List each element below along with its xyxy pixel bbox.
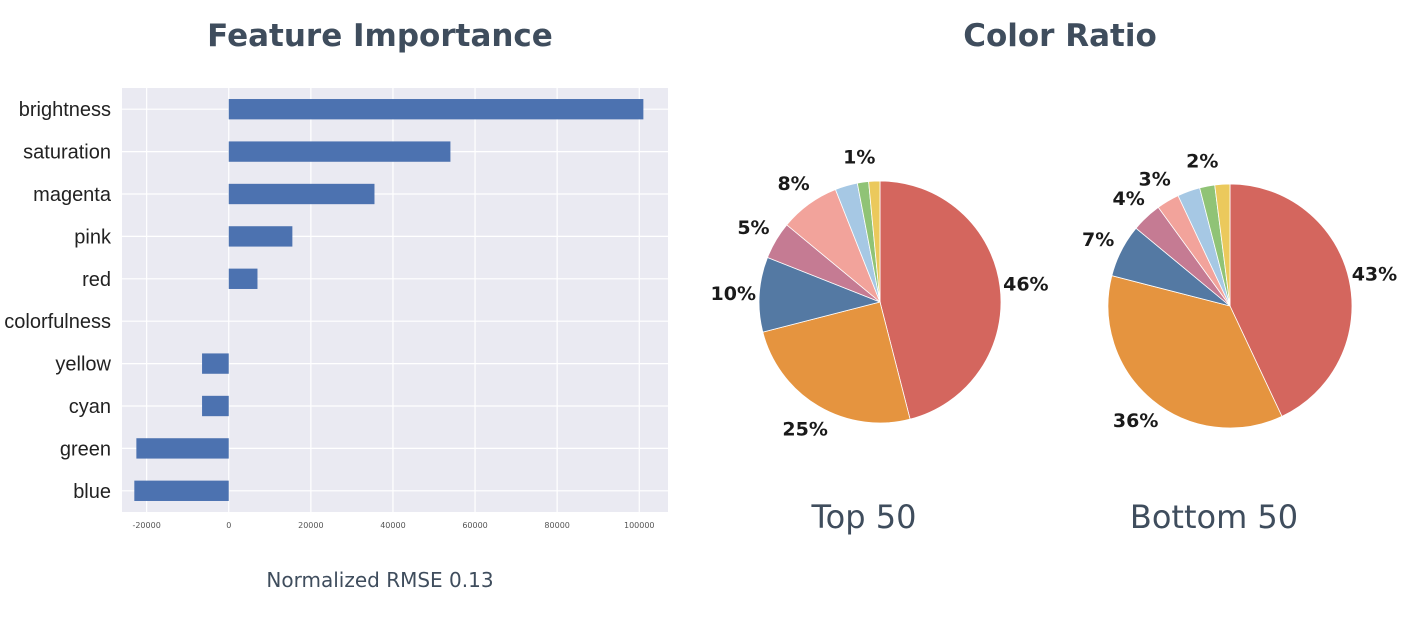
category-label-blue: blue xyxy=(73,481,111,503)
category-label-green: green xyxy=(60,438,111,460)
bar-red xyxy=(228,268,258,289)
bar-green xyxy=(136,438,229,459)
x-tick-label: -20000 xyxy=(132,521,160,530)
bottom-50-slice-8 xyxy=(1214,183,1231,307)
bar-magenta xyxy=(228,183,375,205)
bar-brightness xyxy=(228,99,644,120)
category-label-brightness: brightness xyxy=(19,99,111,121)
color-ratio-title: Color Ratio xyxy=(963,18,1157,54)
x-tick-label: 40000 xyxy=(380,521,405,530)
category-label-pink: pink xyxy=(74,226,112,248)
color-ratio-pies: 46% 25% 10% 5% 8% 1% 43% 36% 7% 4%3% 2% xyxy=(711,146,1398,440)
top-50-slice-label-4: 5% xyxy=(737,217,769,239)
bottom-50-slice-2 xyxy=(1107,275,1283,429)
category-label-colorfulness: colorfulness xyxy=(4,311,111,333)
top-50-caption: Top 50 xyxy=(811,498,917,536)
bar-cyan xyxy=(202,395,229,417)
x-tick-label: 100000 xyxy=(624,521,655,530)
bottom-50-caption: Bottom 50 xyxy=(1129,498,1299,536)
bottom-50-slice-1 xyxy=(1229,183,1353,417)
top-50-slice-8 xyxy=(868,180,881,303)
top-50-slice-2 xyxy=(762,301,911,424)
category-label-cyan: cyan xyxy=(69,396,111,418)
category-label-magenta: magenta xyxy=(33,184,112,206)
bottom-50-slice-label-7: 2% xyxy=(1186,151,1218,173)
bottom-50-slice-label-4: 4% xyxy=(1113,188,1145,210)
top-50-slice-1 xyxy=(879,180,1002,420)
bar-yellow xyxy=(202,353,229,374)
category-label-red: red xyxy=(82,269,111,291)
pie-bottom-50: 43% 36% 7% 4%3% 2% xyxy=(1082,151,1397,432)
category-label-yellow: yellow xyxy=(55,354,111,376)
top-50-slice-label-1: 46% xyxy=(1003,274,1048,296)
bar-blue xyxy=(134,480,229,501)
top-50-slice-label-5: 8% xyxy=(777,173,809,195)
feature-importance-bar-chart: -20000 0 20000 40000 60000 80000 100000 brightn… xyxy=(4,88,668,530)
top-50-slice-label-7: 1% xyxy=(843,146,875,168)
x-tick-label: 80000 xyxy=(544,521,569,530)
bar-saturation xyxy=(228,141,451,162)
rmse-caption: Normalized RMSE 0.13 xyxy=(266,568,494,592)
top-50-slice-label-3: 10% xyxy=(711,283,756,305)
x-tick-label: 20000 xyxy=(298,521,323,530)
bottom-50-slice-label-2: 36% xyxy=(1113,410,1158,432)
bottom-50-slice-label-1: 43% xyxy=(1352,264,1397,286)
category-label-saturation: saturation xyxy=(23,142,111,164)
feature-importance-title: Feature Importance xyxy=(207,18,553,54)
bottom-50-slice-label-3: 7% xyxy=(1082,229,1114,251)
bar-pink xyxy=(228,226,293,247)
x-tick-label: 0 xyxy=(226,521,231,530)
top-50-slice-label-2: 25% xyxy=(782,419,827,441)
top-50-slice-3 xyxy=(758,256,882,333)
x-tick-label: 60000 xyxy=(462,521,487,530)
bottom-50-slice-label-5: 3% xyxy=(1139,169,1171,191)
pie-top-50: 46% 25% 10% 5% 8% 1% xyxy=(711,146,1049,440)
